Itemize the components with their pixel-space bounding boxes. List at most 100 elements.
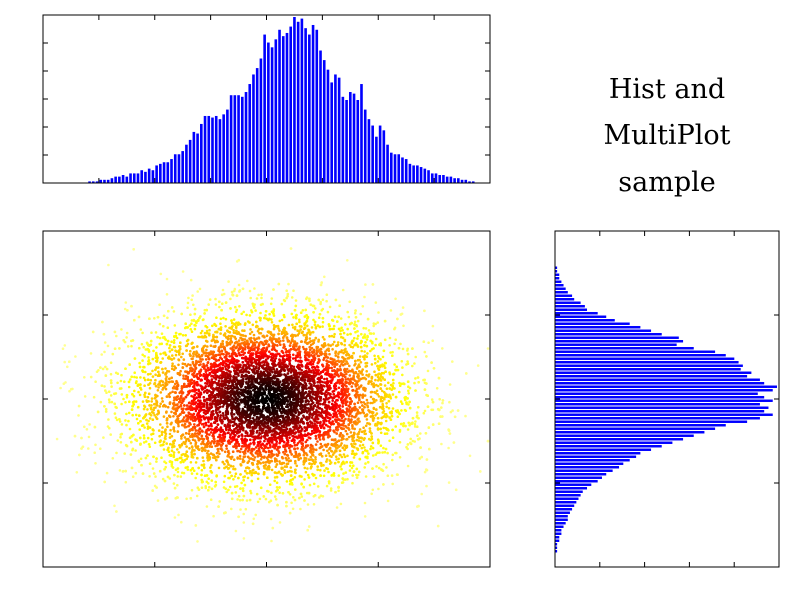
scatter-point (318, 496, 321, 499)
scatter-point (238, 457, 242, 460)
scatter-point (258, 497, 262, 501)
scatter-point (143, 384, 146, 388)
top-hist-bar (110, 178, 114, 183)
scatter-point (237, 283, 241, 287)
scatter-point (265, 346, 269, 349)
scatter-point (228, 455, 232, 459)
scatter-point (240, 445, 244, 448)
scatter-point (189, 363, 192, 367)
scatter-point (222, 316, 225, 320)
top-hist-bar (114, 176, 117, 183)
scatter-point (120, 402, 123, 406)
scatter-point (192, 318, 196, 322)
scatter-point (367, 382, 370, 385)
scatter-point (270, 403, 274, 407)
top-histogram-bars (88, 17, 475, 184)
top-hist-bar (464, 179, 468, 183)
scatter-point (323, 377, 326, 381)
scatter-point (294, 461, 297, 465)
scatter-point (341, 329, 344, 332)
scatter-point (200, 329, 204, 333)
scatter-point (232, 458, 236, 462)
scatter-point (376, 321, 380, 324)
scatter-point (146, 395, 150, 399)
scatter-point (293, 476, 297, 479)
scatter-point (327, 360, 331, 364)
scatter-point (227, 366, 230, 369)
top-histogram-frame (42, 14, 491, 184)
scatter-point (268, 500, 271, 504)
scatter-point (441, 347, 444, 350)
scatter-point (334, 455, 338, 459)
scatter-point (206, 456, 209, 460)
scatter-point (249, 296, 252, 300)
scatter-point (272, 314, 276, 317)
scatter-point (406, 464, 410, 468)
title-line-2: MultiPlot (603, 120, 730, 151)
scatter-point (232, 465, 235, 468)
scatter-point (364, 462, 367, 465)
top-hist-bar (203, 115, 207, 183)
scatter-point (370, 363, 374, 366)
scatter-point (204, 354, 208, 357)
scatter-point (328, 352, 331, 356)
scatter-point (102, 436, 105, 439)
scatter-point (181, 334, 185, 337)
scatter-point (219, 317, 223, 321)
scatter-point (262, 360, 265, 363)
scatter-point (347, 435, 351, 439)
scatter-point (391, 453, 395, 457)
scatter-point (160, 397, 164, 400)
scatter-point (279, 380, 282, 384)
scatter-point (407, 389, 410, 393)
scatter-point (377, 395, 381, 398)
top-hist-bar (311, 24, 315, 184)
scatter-point (256, 329, 260, 333)
scatter-point (331, 343, 335, 346)
top-hist-bar (229, 95, 233, 183)
scatter-point (125, 396, 129, 399)
top-hist-bar (334, 74, 337, 183)
scatter-point (232, 318, 236, 321)
scatter-point (219, 416, 222, 419)
scatter-point (217, 358, 221, 362)
top-hist-bar (177, 154, 181, 183)
scatter-point (243, 421, 246, 424)
scatter-point (299, 356, 302, 359)
scatter-point (190, 402, 193, 406)
scatter-point (253, 418, 256, 422)
scatter-point (257, 344, 261, 348)
scatter-point (341, 434, 344, 437)
scatter-point (237, 339, 241, 342)
scatter-point (353, 364, 356, 367)
scatter-point (238, 454, 242, 458)
scatter-point (120, 432, 124, 436)
top-hist-bar (293, 17, 296, 183)
scatter-point (365, 364, 369, 368)
scatter-point (377, 311, 380, 314)
top-hist-bar (136, 173, 140, 183)
scatter-points (55, 247, 490, 543)
scatter-point (168, 432, 172, 436)
scatter-point (125, 331, 129, 335)
scatter-point (341, 363, 345, 367)
scatter-point (328, 305, 332, 309)
scatter-point (308, 458, 312, 462)
scatter-point (158, 303, 161, 307)
scatter-point (182, 471, 186, 475)
scatter-point (209, 431, 213, 434)
scatter-point (360, 332, 363, 336)
scatter-point (339, 502, 343, 506)
scatter-point (150, 404, 153, 407)
top-hist-bar (140, 170, 144, 183)
scatter-point (321, 335, 325, 339)
scatter-point (331, 376, 335, 379)
scatter-point (174, 353, 178, 357)
scatter-point (148, 386, 152, 390)
scatter-point (150, 397, 154, 400)
scatter-point (377, 487, 380, 491)
top-hist-bar (438, 175, 442, 183)
scatter-point (267, 344, 271, 347)
scatter-point (259, 319, 262, 322)
top-hist-bar (460, 179, 464, 183)
